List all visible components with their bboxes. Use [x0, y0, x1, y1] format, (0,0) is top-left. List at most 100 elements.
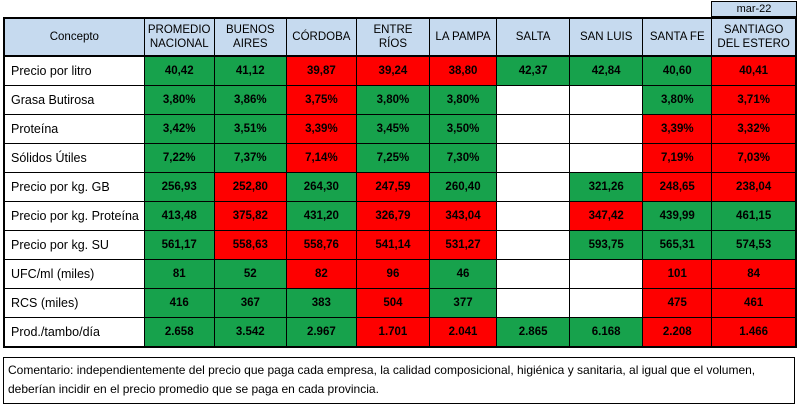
data-cell: 264,30	[285, 172, 357, 202]
data-cell: 3,50%	[428, 114, 498, 144]
column-header: LA PAMPA	[428, 17, 498, 57]
data-cell: 383	[285, 288, 357, 318]
row-label: Precio por kg. GB	[3, 172, 145, 202]
data-cell: 81	[143, 259, 215, 289]
data-cell: 40,41	[711, 55, 797, 86]
data-cell: 2.967	[285, 317, 357, 348]
data-cell: 256,93	[143, 172, 215, 202]
data-cell: 504	[355, 288, 430, 318]
column-header: SANTA FE	[642, 17, 713, 57]
period-badge: mar-22	[711, 1, 797, 17]
table-row: Precio por kg. GB 256,93 252,80 264,30 247,5…	[3, 172, 797, 202]
data-cell: 7,03%	[711, 143, 797, 173]
data-cell: 375,82	[213, 201, 287, 231]
data-cell: 7,19%	[642, 143, 713, 173]
row-label: Grasa Butirosa	[3, 85, 145, 115]
data-cell: 343,04	[428, 201, 498, 231]
data-cell: 96	[355, 259, 430, 289]
column-header: CÓRDOBA	[285, 17, 357, 57]
data-cell: 252,80	[213, 172, 287, 202]
data-cell	[569, 114, 644, 144]
data-cell: 558,76	[285, 230, 357, 260]
data-cell: 3,42%	[143, 114, 215, 144]
data-cell: 3,80%	[642, 85, 713, 115]
milk-price-table: Concepto PROMEDIO NACIONAL BUENOS AIRES CÓR…	[3, 17, 797, 348]
data-cell	[496, 288, 571, 318]
row-label: Proteína	[3, 114, 145, 144]
data-cell: 347,42	[569, 201, 644, 231]
data-cell: 1.466	[711, 317, 797, 348]
data-cell: 3,71%	[711, 85, 797, 115]
column-header: PROMEDIO NACIONAL	[143, 17, 215, 57]
data-cell: 367	[213, 288, 287, 318]
data-cell	[496, 172, 571, 202]
table-row: Sólidos Útiles 7,22% 7,37% 7,14% 7,25% 7,30% 7…	[3, 143, 797, 173]
table-row: Prod./tambo/día 2.658 3.542 2.967 1.701 2.041…	[3, 317, 797, 348]
data-cell: 558,63	[213, 230, 287, 260]
data-cell: 2.658	[143, 317, 215, 348]
data-cell: 593,75	[569, 230, 644, 260]
row-label: Precio por kg. SU	[3, 230, 145, 260]
row-label: Precio por kg. Proteína	[3, 201, 145, 231]
data-cell: 42,84	[569, 55, 644, 86]
column-header: SANTIAGO DEL ESTERO	[711, 17, 797, 57]
data-cell: 574,53	[711, 230, 797, 260]
data-cell: 377	[428, 288, 498, 318]
data-cell: 3,80%	[428, 85, 498, 115]
data-cell: 248,65	[642, 172, 713, 202]
data-cell: 52	[213, 259, 287, 289]
data-cell: 531,27	[428, 230, 498, 260]
data-cell	[496, 143, 571, 173]
data-cell: 561,17	[143, 230, 215, 260]
data-cell: 39,24	[355, 55, 430, 86]
data-cell: 565,31	[642, 230, 713, 260]
data-cell: 3,39%	[285, 114, 357, 144]
report-container: mar-22 Concepto PROMEDIO NACIONAL BUENOS A…	[3, 0, 797, 405]
data-cell: 40,60	[642, 55, 713, 86]
data-cell: 238,04	[711, 172, 797, 202]
data-cell: 6.168	[569, 317, 644, 348]
column-header: SAN LUIS	[569, 17, 644, 57]
data-cell: 7,37%	[213, 143, 287, 173]
row-label: RCS (miles)	[3, 288, 145, 318]
table-row: Proteína 3,42% 3,51% 3,39% 3,45% 3,50% 3,39% 3,…	[3, 114, 797, 144]
row-label: UFC/ml (miles)	[3, 259, 145, 289]
table-row: UFC/ml (miles) 81 52 82 96 46 101 84	[3, 259, 797, 289]
data-cell	[496, 259, 571, 289]
data-cell: 7,14%	[285, 143, 357, 173]
data-cell: 326,79	[355, 201, 430, 231]
data-cell: 431,20	[285, 201, 357, 231]
data-cell: 2.208	[642, 317, 713, 348]
data-cell: 40,42	[143, 55, 215, 86]
data-cell: 82	[285, 259, 357, 289]
corner-header: Concepto	[3, 17, 145, 57]
data-cell: 42,37	[496, 55, 571, 86]
data-cell: 3,45%	[355, 114, 430, 144]
data-cell: 101	[642, 259, 713, 289]
data-cell: 416	[143, 288, 215, 318]
data-cell: 321,26	[569, 172, 644, 202]
data-cell	[569, 288, 644, 318]
table-body: Precio por litro 40,42 41,12 39,87 39,24 38,8…	[3, 55, 797, 348]
row-label: Sólidos Útiles	[3, 143, 145, 173]
data-cell: 541,14	[355, 230, 430, 260]
data-cell: 413,48	[143, 201, 215, 231]
header-row: Concepto PROMEDIO NACIONAL BUENOS AIRES CÓR…	[3, 17, 797, 57]
data-cell: 3,86%	[213, 85, 287, 115]
data-cell: 2.041	[428, 317, 498, 348]
column-header: ENTRE RÍOS	[355, 17, 430, 57]
table-row: Precio por kg. SU 561,17 558,63 558,76 541,1…	[3, 230, 797, 260]
data-cell: 84	[711, 259, 797, 289]
data-cell: 260,40	[428, 172, 498, 202]
data-cell: 7,30%	[428, 143, 498, 173]
data-cell: 475	[642, 288, 713, 318]
comment-box: Comentario: independientemente del preci…	[3, 357, 795, 405]
column-header: SALTA	[496, 17, 571, 57]
table-row: RCS (miles) 416 367 383 504 377 475 461	[3, 288, 797, 318]
data-cell	[496, 201, 571, 231]
table-row: Precio por litro 40,42 41,12 39,87 39,24 38,8…	[3, 55, 797, 86]
data-cell	[496, 230, 571, 260]
data-cell	[569, 85, 644, 115]
column-header: BUENOS AIRES	[213, 17, 287, 57]
data-cell: 461	[711, 288, 797, 318]
